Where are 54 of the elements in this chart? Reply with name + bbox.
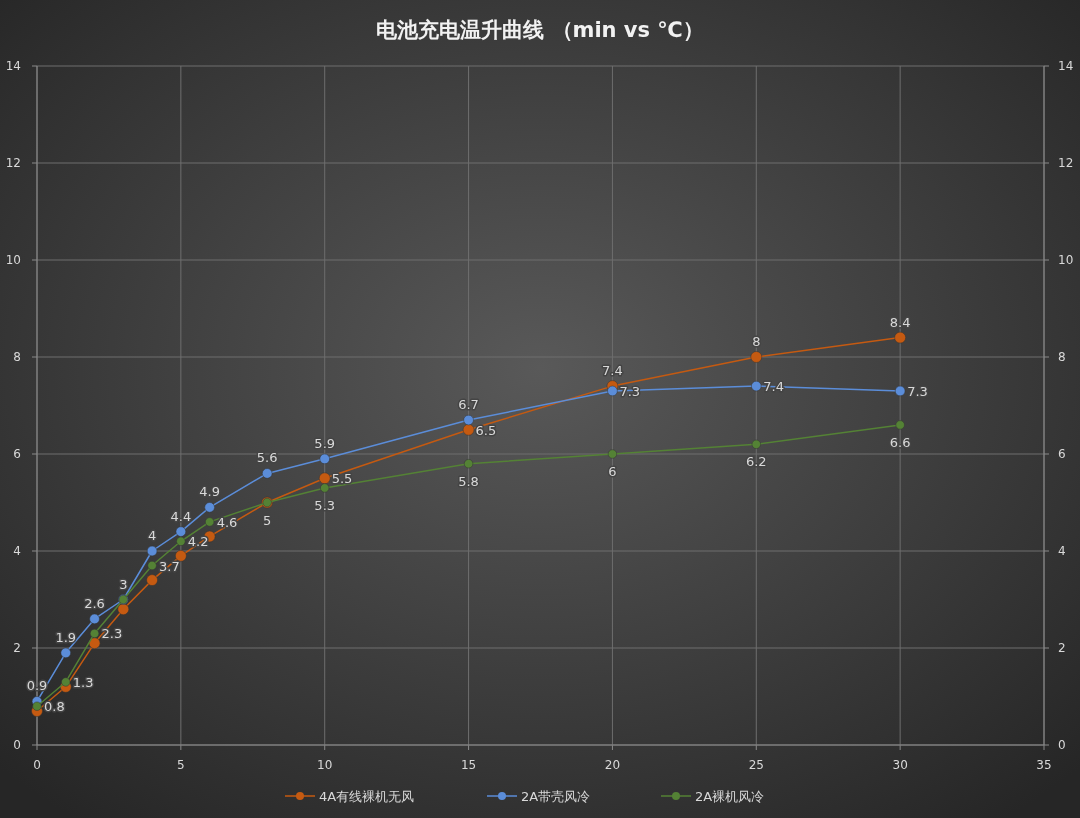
data-label: 6.6 [889,434,911,450]
y2-tick-label: 12 [1058,156,1074,170]
y-tick-label: 14 [5,59,21,73]
data-label: 0.9 [26,678,48,694]
y2-tick-label: 14 [1058,59,1074,73]
x-tick-label: 10 [317,758,333,772]
legend-label: 4A有线裸机无风 [319,789,415,804]
data-label: 4.6 [216,514,238,530]
y-tick-label: 0 [13,738,21,752]
legend-label: 2A带壳风冷 [521,789,591,804]
y-tick-label: 8 [13,350,21,364]
y-tick-label: 4 [13,544,21,558]
data-label: 4 [147,528,157,543]
x-tick-label: 15 [460,758,477,772]
data-label: 6.2 [745,454,767,470]
y2-tick-label: 0 [1058,738,1066,752]
data-label: 7.4 [602,363,623,379]
y-tick-label: 10 [5,253,21,267]
data-label: 1.3 [72,674,94,690]
data-label: 5.3 [314,497,336,513]
legend-label: 2A裸机风冷 [695,789,765,804]
x-tick-label: 0 [33,758,41,772]
y2-tick-label: 6 [1058,447,1066,461]
data-label: 2.6 [84,595,105,611]
data-label: 2.3 [101,626,123,642]
y-tick-label: 2 [13,641,21,655]
data-label: 5.8 [458,473,479,489]
y-tick-label: 12 [5,156,21,170]
data-label: 5.5 [331,471,353,487]
y2-tick-label: 2 [1058,641,1066,655]
data-label: 7.3 [907,383,928,399]
data-label: 5.9 [314,435,336,451]
y2-tick-label: 8 [1058,350,1066,364]
y2-tick-label: 4 [1058,544,1066,558]
data-label: 6 [608,464,617,479]
x-tick-label: 25 [748,758,764,772]
data-label: 0.8 [44,699,65,715]
y-tick-label: 6 [13,447,21,461]
x-tick-label: 35 [1036,758,1052,772]
data-label: 4.4 [170,508,192,524]
data-label: 6.7 [458,397,479,413]
y2-tick-label: 10 [1058,253,1074,267]
data-label: 3 [119,576,128,592]
data-label: 8 [752,334,761,349]
data-label: 5 [263,512,272,528]
data-label: 6.5 [475,422,497,438]
x-tick-label: 20 [604,758,621,772]
data-label: 8.4 [889,314,911,330]
x-tick-label: 30 [892,758,908,772]
data-label: 1.9 [55,629,77,645]
data-label: 4.9 [199,484,220,500]
x-tick-label: 5 [177,758,185,772]
chart-title: 电池充电温升曲线 （min vs ℃） [376,18,704,42]
data-label: 5.6 [256,450,278,466]
